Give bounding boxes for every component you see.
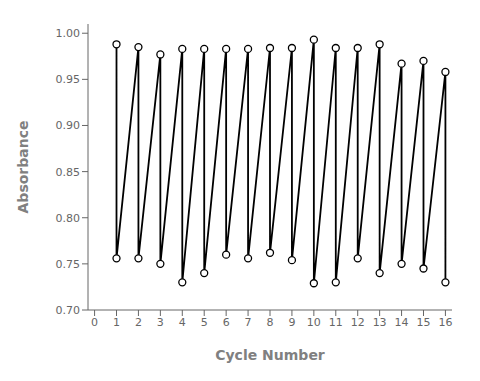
svg-text:5: 5 [201,316,208,329]
svg-text:0.90: 0.90 [56,119,81,132]
svg-text:8: 8 [267,316,274,329]
svg-text:9: 9 [288,316,295,329]
svg-text:7: 7 [245,316,252,329]
svg-text:2: 2 [135,316,142,329]
svg-text:0.70: 0.70 [56,304,81,317]
svg-text:6: 6 [223,316,230,329]
svg-text:16: 16 [438,316,452,329]
svg-text:Cycle Number: Cycle Number [215,347,325,363]
svg-text:Absorbance: Absorbance [15,121,31,214]
svg-text:0.75: 0.75 [56,258,81,271]
svg-text:1: 1 [113,316,120,329]
svg-text:1.00: 1.00 [56,27,81,40]
svg-text:10: 10 [307,316,321,329]
svg-text:0.85: 0.85 [56,166,81,179]
svg-text:0.80: 0.80 [56,212,81,225]
svg-text:12: 12 [351,316,365,329]
svg-text:15: 15 [416,316,430,329]
svg-text:3: 3 [157,316,164,329]
svg-text:4: 4 [179,316,186,329]
svg-text:11: 11 [329,316,343,329]
svg-text:14: 14 [395,316,409,329]
svg-text:0.95: 0.95 [56,73,81,86]
svg-text:0: 0 [91,316,98,329]
svg-text:13: 13 [373,316,387,329]
